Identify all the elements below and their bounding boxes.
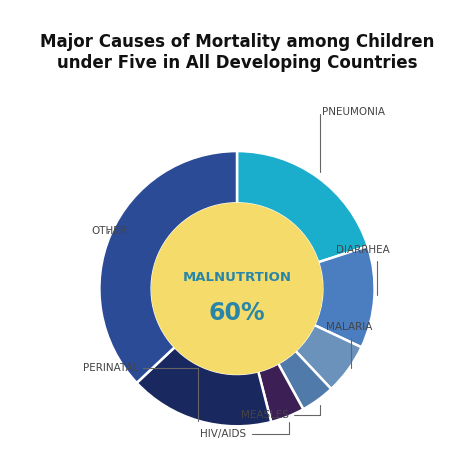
Text: MEASLES: MEASLES — [240, 405, 319, 420]
Wedge shape — [314, 246, 374, 347]
Text: PNEUMONIA: PNEUMONIA — [319, 107, 385, 173]
Wedge shape — [258, 364, 303, 422]
Text: MALNUTRTION: MALNUTRTION — [182, 271, 292, 284]
Text: PERINATAL: PERINATAL — [82, 364, 198, 421]
Circle shape — [152, 203, 322, 374]
Text: 60%: 60% — [209, 301, 265, 326]
Text: OTHER: OTHER — [91, 226, 127, 236]
Text: DIARRHEA: DIARRHEA — [336, 245, 390, 295]
Text: Major Causes of Mortality among Children
under Five in All Developing Countries: Major Causes of Mortality among Children… — [40, 33, 434, 72]
Wedge shape — [100, 151, 237, 383]
Wedge shape — [278, 351, 331, 409]
Wedge shape — [295, 325, 362, 389]
Text: HIV/AIDS: HIV/AIDS — [200, 422, 289, 439]
Text: MALARIA: MALARIA — [327, 322, 373, 368]
Wedge shape — [237, 151, 368, 262]
Wedge shape — [137, 347, 271, 426]
